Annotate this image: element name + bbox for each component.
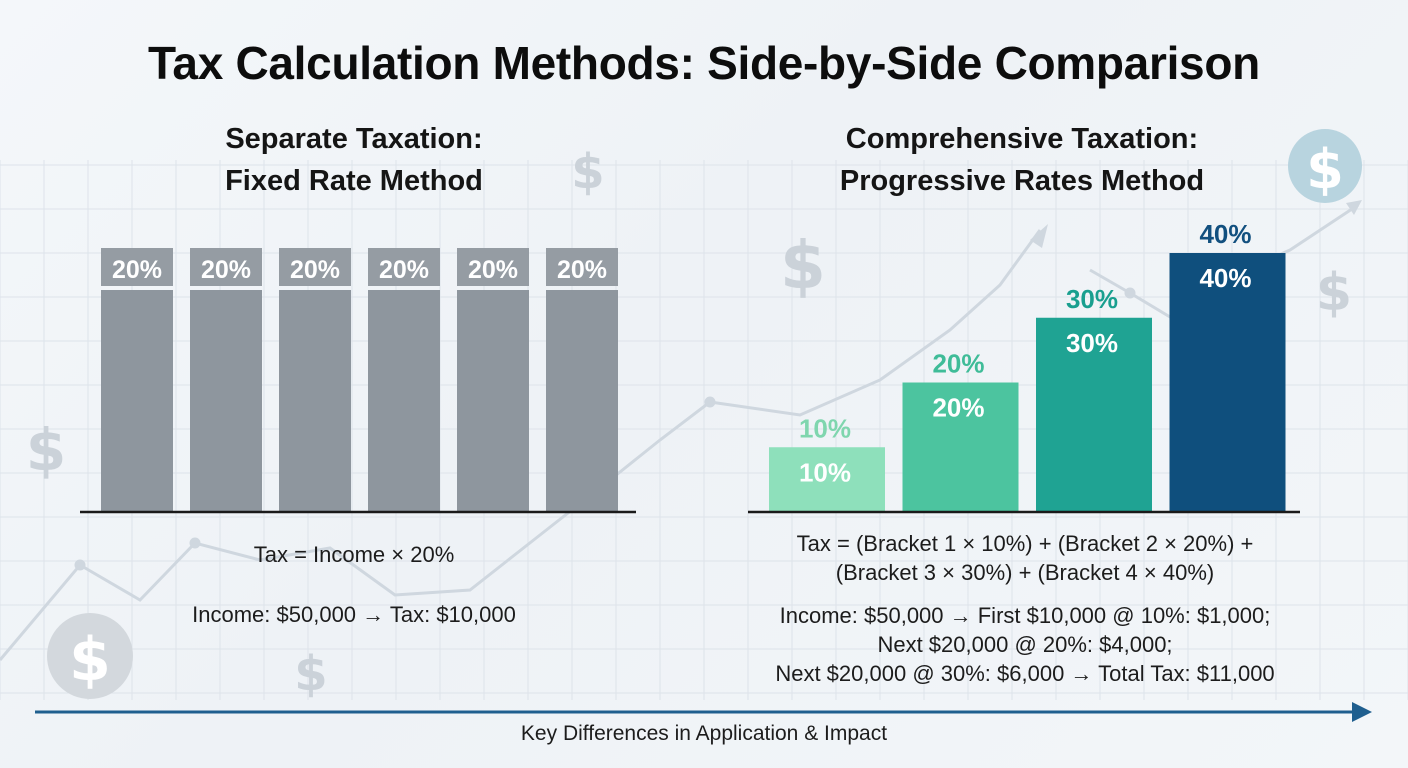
fixed-rate-label-band bbox=[101, 248, 173, 286]
fixed-rate-example: Income: $50,000 → Tax: $10,000 bbox=[192, 602, 516, 627]
fixed-rate-bar bbox=[101, 290, 173, 512]
dollar-icon: $ bbox=[294, 646, 327, 702]
fixed-rate-bar-label: 20% bbox=[290, 256, 340, 284]
progressive-bar bbox=[769, 447, 885, 512]
progressive-title-line1: Comprehensive Taxation: bbox=[845, 123, 1199, 155]
progressive-bar-label: 30% bbox=[1066, 328, 1118, 358]
fixed-rate-bar bbox=[190, 290, 262, 512]
fixed-rate-bar-label: 20% bbox=[201, 256, 251, 284]
footer-caption: Key Differences in Application & Impact bbox=[520, 722, 888, 745]
progressive-example-line3: Next $20,000 @ 30%: $6,000 → Total Tax: … bbox=[775, 661, 1275, 686]
progressive-bar-label: 40% bbox=[1199, 263, 1251, 293]
footer-arrow bbox=[35, 702, 1372, 722]
progressive-bar bbox=[1036, 317, 1152, 512]
progressive-bar-label-above: 30% bbox=[1066, 284, 1118, 314]
progressive-title-line2: Progressive Rates Method bbox=[839, 165, 1205, 197]
fixed-rate-chart: 20% 20% 20% 20% 20% 20% bbox=[101, 248, 618, 512]
fixed-rate-title-line2: Fixed Rate Method bbox=[225, 165, 483, 197]
fixed-rate-bar-label: 20% bbox=[557, 256, 607, 284]
fixed-rate-label-band bbox=[546, 248, 618, 286]
progressive-rates-chart: 10% 10% 20% 20% 30% 30% 40% 40% bbox=[769, 219, 1286, 512]
svg-text:$: $ bbox=[1306, 138, 1344, 201]
dollar-icon: $ bbox=[780, 227, 826, 304]
fixed-rate-formula: Tax = Income × 20% bbox=[253, 542, 455, 567]
dollar-coin-icon: $ bbox=[47, 613, 133, 699]
progressive-example-line1: Income: $50,000 → First $10,000 @ 10%: $… bbox=[779, 603, 1271, 628]
progressive-bar bbox=[1169, 253, 1286, 512]
fixed-rate-bar bbox=[279, 290, 351, 512]
dollar-icon: $ bbox=[26, 416, 66, 484]
progressive-bar-label-above: 10% bbox=[799, 413, 851, 443]
svg-text:$: $ bbox=[69, 625, 111, 695]
progressive-example: Income: $50,000 → First $10,000 @ 10%: $… bbox=[700, 601, 1350, 688]
fixed-rate-bar bbox=[368, 290, 440, 512]
fixed-rate-panel-title: Separate Taxation: Fixed Rate Method bbox=[104, 118, 604, 202]
fixed-rate-bar bbox=[546, 290, 618, 512]
progressive-panel-title: Comprehensive Taxation: Progressive Rate… bbox=[772, 118, 1272, 202]
fixed-rate-label-band bbox=[368, 248, 440, 286]
fixed-rate-title-line1: Separate Taxation: bbox=[225, 123, 483, 155]
dollar-coin-icon: $ bbox=[1288, 129, 1362, 203]
fixed-rate-label-band bbox=[279, 248, 351, 286]
fixed-rate-bar bbox=[457, 290, 529, 512]
progressive-example-line2: Next $20,000 @ 20%: $4,000; bbox=[877, 632, 1173, 657]
progressive-formula: Tax = (Bracket 1 × 10%) + (Bracket 2 × 2… bbox=[700, 529, 1350, 587]
dollar-icon: $ bbox=[571, 144, 604, 200]
fixed-rate-bar-label: 20% bbox=[379, 256, 429, 284]
fixed-rate-label-band bbox=[457, 248, 529, 286]
fixed-rate-bar-label: 20% bbox=[468, 256, 518, 284]
progressive-bar-label-above: 40% bbox=[1199, 219, 1251, 249]
progressive-bar bbox=[902, 382, 1019, 512]
progressive-bar-label: 10% bbox=[799, 457, 851, 487]
fixed-rate-bar-label: 20% bbox=[112, 256, 162, 284]
page-title: Tax Calculation Methods: Side-by-Side Co… bbox=[148, 37, 1260, 89]
fixed-rate-label-band bbox=[190, 248, 262, 286]
dollar-icon: $ bbox=[1316, 263, 1352, 323]
progressive-bar-label: 20% bbox=[932, 393, 984, 423]
progressive-bar-label-above: 20% bbox=[932, 349, 984, 379]
progressive-formula-line1: Tax = (Bracket 1 × 10%) + (Bracket 2 × 2… bbox=[796, 531, 1254, 556]
progressive-formula-line2: (Bracket 3 × 30%) + (Bracket 4 × 40%) bbox=[835, 560, 1215, 585]
